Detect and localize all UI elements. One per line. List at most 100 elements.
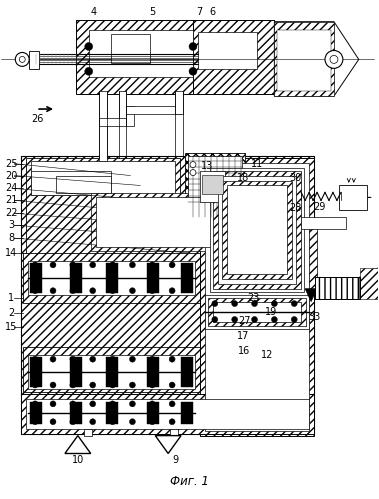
Bar (23, 392, 200, 434)
Text: 24: 24 (5, 184, 17, 194)
Bar (205, 163, 309, 431)
Circle shape (110, 262, 116, 268)
Text: 19: 19 (265, 306, 277, 316)
Circle shape (110, 419, 116, 425)
Circle shape (32, 288, 38, 294)
Circle shape (189, 42, 197, 50)
Circle shape (130, 401, 135, 407)
Circle shape (330, 55, 338, 63)
Bar (106, 402, 117, 424)
Circle shape (50, 419, 56, 425)
Text: 14: 14 (5, 248, 17, 258)
Circle shape (212, 300, 218, 306)
Circle shape (291, 316, 297, 322)
Bar (309, 229, 317, 289)
Text: 12: 12 (261, 350, 274, 360)
Bar (210, 168, 304, 292)
Bar (277, 29, 331, 91)
Circle shape (90, 262, 96, 268)
Bar (30, 263, 42, 293)
Text: 28: 28 (289, 203, 301, 213)
Circle shape (90, 401, 96, 407)
Text: 9: 9 (172, 456, 178, 466)
Circle shape (149, 288, 155, 294)
Circle shape (271, 300, 277, 306)
Bar (213, 171, 301, 289)
Circle shape (291, 300, 297, 306)
Polygon shape (360, 268, 377, 298)
Bar (193, 19, 274, 94)
Bar (70, 263, 82, 293)
Bar (111, 33, 150, 63)
Circle shape (70, 288, 76, 294)
Bar (21, 156, 314, 434)
Text: 22: 22 (5, 208, 17, 218)
Bar (99, 118, 127, 126)
Text: 33: 33 (308, 312, 320, 322)
Circle shape (190, 170, 196, 176)
Circle shape (32, 356, 38, 362)
Circle shape (149, 382, 155, 388)
Polygon shape (65, 436, 91, 454)
Circle shape (169, 356, 175, 362)
Bar (218, 176, 296, 284)
Circle shape (232, 300, 238, 306)
Bar (205, 295, 309, 329)
Bar (91, 194, 244, 251)
Circle shape (110, 288, 116, 294)
Bar (89, 29, 193, 77)
Text: 7: 7 (196, 7, 202, 17)
Text: 21: 21 (5, 196, 17, 206)
Circle shape (190, 162, 196, 168)
Bar (28, 400, 195, 426)
Circle shape (169, 382, 175, 388)
Bar (200, 171, 225, 203)
Text: 13: 13 (201, 161, 213, 171)
Text: 26: 26 (31, 114, 43, 124)
Circle shape (90, 382, 96, 388)
Circle shape (90, 356, 96, 362)
Circle shape (252, 300, 257, 306)
Circle shape (212, 316, 218, 322)
Circle shape (252, 316, 257, 322)
Circle shape (169, 288, 175, 294)
Bar (360, 268, 377, 298)
Circle shape (70, 356, 76, 362)
Bar (106, 263, 117, 293)
Circle shape (325, 50, 343, 68)
Circle shape (50, 356, 56, 362)
Bar (222, 181, 292, 279)
Bar (127, 106, 135, 126)
Text: 2: 2 (8, 307, 14, 317)
Text: 27: 27 (238, 316, 251, 326)
Circle shape (149, 262, 155, 268)
Text: 15: 15 (5, 322, 17, 332)
Bar (147, 357, 159, 387)
Text: 3: 3 (8, 220, 14, 230)
Bar (309, 229, 317, 289)
Text: 23: 23 (247, 292, 260, 303)
Circle shape (50, 382, 56, 388)
Bar (99, 91, 106, 161)
Circle shape (130, 262, 135, 268)
Circle shape (169, 262, 175, 268)
Bar (30, 357, 42, 387)
Circle shape (130, 288, 135, 294)
Bar (106, 357, 117, 387)
Bar (28, 355, 195, 389)
Circle shape (15, 52, 29, 66)
Circle shape (70, 382, 76, 388)
Circle shape (32, 419, 38, 425)
Circle shape (169, 401, 175, 407)
Circle shape (19, 56, 25, 62)
Bar (147, 263, 159, 293)
Bar (70, 402, 82, 424)
Circle shape (90, 288, 96, 294)
Text: Фиг. 1: Фиг. 1 (169, 475, 208, 488)
Bar (315, 277, 360, 298)
Circle shape (32, 262, 38, 268)
Circle shape (70, 262, 76, 268)
Text: 17: 17 (237, 331, 250, 341)
Text: 16: 16 (238, 346, 250, 356)
Bar (170, 429, 178, 436)
